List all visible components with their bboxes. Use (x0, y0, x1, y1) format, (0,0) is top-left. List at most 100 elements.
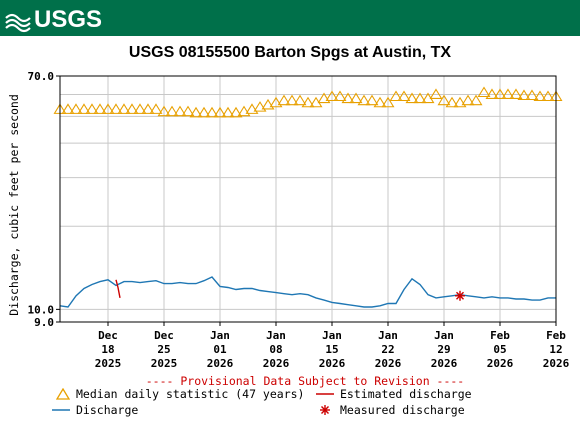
median-point (317, 92, 331, 104)
median-point (389, 90, 403, 102)
median-point (469, 94, 483, 106)
median-point (517, 89, 531, 101)
x-tick-label: Dec (98, 329, 118, 342)
x-tick-label: 2026 (487, 357, 514, 370)
x-tick-label: 22 (381, 343, 394, 356)
median-point (429, 88, 443, 100)
median-point (381, 96, 395, 108)
median-point (245, 103, 259, 114)
x-tick-label: 2026 (375, 357, 402, 370)
median-point (541, 90, 555, 102)
median-point (61, 103, 75, 114)
median-point (133, 103, 147, 114)
median-point (533, 90, 547, 102)
median-point (157, 105, 171, 117)
x-tick-label: 08 (269, 343, 282, 356)
x-tick-label: 12 (549, 343, 562, 356)
axis-layer: 70.010.09.0Dec182025Dec252025Jan012026Ja… (28, 70, 570, 370)
triangle-icon (56, 388, 70, 400)
legend-label-median: Median daily statistic (47 years) (76, 387, 305, 401)
chart-title: USGS 08155500 Barton Spgs at Austin, TX (128, 44, 452, 61)
legend-item-median: Median daily statistic (47 years) (56, 387, 304, 401)
median-point (269, 96, 283, 108)
red-line-icon (316, 393, 334, 395)
median-point (101, 103, 115, 114)
x-tick-label: 2026 (543, 357, 570, 370)
median-point (125, 103, 139, 114)
median-point (349, 92, 363, 104)
x-tick-label: Jan (322, 329, 342, 342)
measured-point (455, 290, 465, 301)
median-point (525, 89, 539, 101)
median-point (477, 86, 491, 98)
median-point (501, 88, 515, 100)
median-point (445, 96, 459, 108)
median-point (277, 94, 291, 106)
median-point (485, 88, 499, 100)
usgs-logo: USGS (5, 6, 102, 33)
x-tick-label: Jan (434, 329, 454, 342)
legend-item-estimated: Estimated discharge (316, 387, 472, 401)
x-tick-label: Feb (546, 329, 566, 342)
x-tick-label: Jan (378, 329, 398, 342)
median-point (341, 92, 355, 104)
legend-label-discharge: Discharge (76, 403, 139, 417)
x-tick-label: 01 (213, 343, 227, 356)
median-point (149, 103, 163, 114)
median-point (141, 103, 155, 114)
series-discharge-line (59, 276, 556, 308)
median-point (509, 88, 523, 100)
median-point (461, 94, 475, 106)
median-point (333, 90, 347, 102)
median-point (197, 106, 211, 118)
median-point (357, 94, 371, 106)
x-tick-label: 29 (437, 343, 450, 356)
y-tick-label: 70.0 (28, 70, 55, 83)
median-point (261, 98, 275, 110)
median-point (405, 92, 419, 104)
median-point (229, 106, 243, 118)
usgs-banner: USGS (0, 0, 580, 36)
x-tick-label: 2026 (431, 357, 458, 370)
x-tick-label: 25 (157, 343, 170, 356)
legend-label-measured: Measured discharge (340, 403, 465, 417)
legend-item-measured: Measured discharge (316, 403, 465, 417)
median-point (181, 105, 195, 117)
asterisk-icon (320, 405, 330, 415)
x-tick-label: Jan (210, 329, 230, 342)
median-point (437, 94, 451, 106)
median-point (85, 103, 99, 114)
median-point (173, 105, 187, 117)
median-point (373, 96, 387, 108)
x-tick-label: 05 (493, 343, 506, 356)
usgs-logo-text: USGS (34, 6, 102, 33)
median-point (253, 101, 267, 112)
median-point (213, 106, 227, 118)
x-tick-label: 2025 (151, 357, 178, 370)
median-point (117, 103, 131, 114)
x-tick-label: Dec (154, 329, 174, 342)
y-tick-label: 9.0 (34, 316, 54, 329)
median-point (77, 103, 91, 114)
x-tick-label: 18 (101, 343, 114, 356)
median-point (397, 90, 411, 102)
median-point (301, 96, 315, 108)
median-point (285, 94, 299, 106)
median-point (69, 103, 83, 114)
median-point (365, 94, 379, 106)
median-point (453, 96, 467, 108)
legend-item-discharge: Discharge (52, 403, 138, 417)
x-tick-label: 2025 (95, 357, 122, 370)
median-point (413, 92, 427, 104)
x-tick-label: 2026 (207, 357, 234, 370)
x-tick-label: 2026 (263, 357, 290, 370)
median-point (237, 105, 251, 117)
median-point (493, 88, 507, 100)
x-tick-label: Feb (490, 329, 510, 342)
blue-line-icon (52, 409, 70, 411)
series-estimated-line (115, 279, 121, 299)
x-tick-label: 2026 (319, 357, 346, 370)
median-point (325, 90, 339, 102)
legend-label-estimated: Estimated discharge (340, 387, 472, 401)
series-layer (53, 86, 563, 308)
